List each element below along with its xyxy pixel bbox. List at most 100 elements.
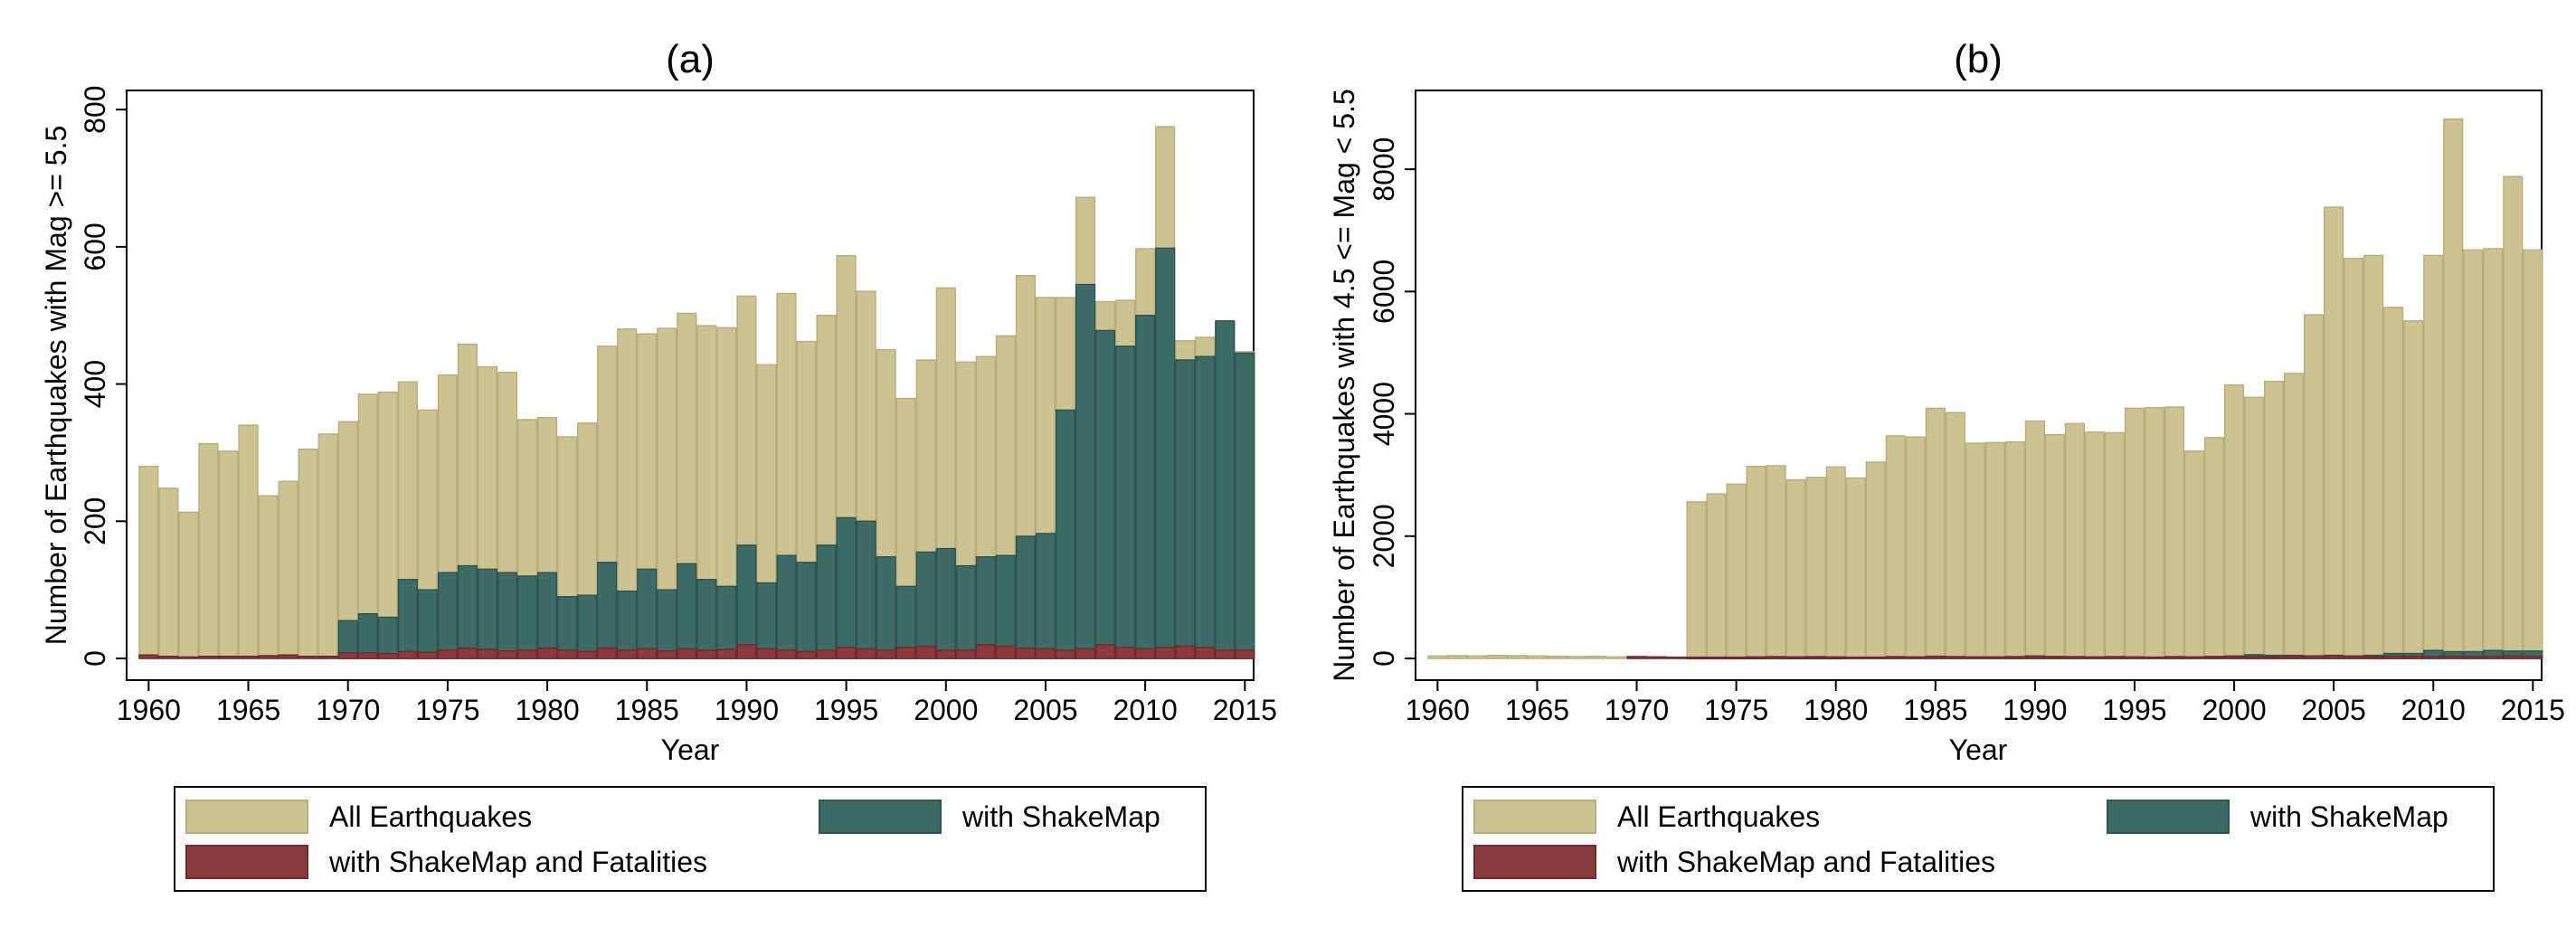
bar-shakemap-1997 <box>876 555 896 659</box>
bar-shakemap-2011 <box>1155 247 1176 659</box>
bar-all-1966 <box>258 495 279 659</box>
bar-all-1984 <box>1905 436 1926 659</box>
x-tick-label: 1970 <box>1605 694 1669 726</box>
bar-shakemap-1985 <box>637 568 658 659</box>
legend-label-fatalities: with ShakeMap and Fatalities <box>328 846 707 878</box>
bar-all-1989 <box>2004 440 2025 659</box>
y-tick-label: 800 <box>79 85 111 133</box>
bar-all-1963 <box>1487 654 1508 659</box>
bar-shakemap-2014 <box>1215 320 1236 659</box>
bar-shakemap-1971 <box>357 612 378 659</box>
bar-fatalities-1992 <box>776 649 797 659</box>
bar-fatalities-2007 <box>2363 656 2384 659</box>
bar-all-1966 <box>1547 655 1567 659</box>
x-tick-label: 1960 <box>117 694 181 726</box>
x-tick-label: 1965 <box>216 694 280 726</box>
bar-fatalities-1992 <box>2064 656 2086 659</box>
x-tick-label: 2000 <box>914 694 978 726</box>
bar-shakemap-1979 <box>516 575 538 659</box>
bar-all-2003 <box>2284 373 2305 659</box>
legend-label-fatalities: with ShakeMap and Fatalities <box>1616 846 1995 878</box>
bar-all-1998 <box>2183 450 2205 659</box>
x-tick-label: 1995 <box>2102 694 2166 726</box>
bar-fatalities-1978 <box>497 649 518 659</box>
bar-all-1967 <box>278 480 298 659</box>
bar-fatalities-1989 <box>2004 656 2025 659</box>
x-tick-label: 2015 <box>1213 694 1277 726</box>
bar-shakemap-1980 <box>536 572 558 659</box>
bar-all-2005 <box>2324 206 2344 659</box>
bar-fatalities-1970 <box>1626 656 1647 659</box>
bar-all-1969 <box>317 433 338 659</box>
bar-fatalities-2010 <box>2423 656 2444 659</box>
bar-fatalities-1967 <box>278 654 298 659</box>
bar-all-1990 <box>2024 420 2045 659</box>
bar-fatalities-2008 <box>2383 655 2404 659</box>
y-tick-label: 4000 <box>1368 382 1400 446</box>
bar-all-2004 <box>2304 314 2325 659</box>
bar-shakemap-1993 <box>796 562 817 659</box>
bar-fatalities-1991 <box>2044 656 2066 659</box>
bar-shakemap-1991 <box>756 582 777 659</box>
bar-all-1961 <box>1447 655 1468 659</box>
chart-title: (b) <box>1954 37 2003 81</box>
x-axis-ticks: 1960 1965 1970 1975 1980 1985 1990 1995 2000 2005… <box>117 680 1277 726</box>
legend-swatch-fatalities <box>1473 845 1596 879</box>
legend-label-all: All Earthquakes <box>1617 800 1820 833</box>
bars-group <box>138 126 1255 659</box>
bar-shakemap-2012 <box>1175 359 1196 659</box>
bar-fatalities-1995 <box>2124 656 2145 659</box>
y-tick-label: 2000 <box>1368 504 1400 568</box>
bar-all-1982 <box>1865 461 1886 659</box>
bar-fatalities-1985 <box>637 648 658 659</box>
bar-fatalities-2004 <box>1015 647 1037 659</box>
bar-shakemap-2004 <box>1015 535 1037 659</box>
y-tick-label: 6000 <box>1368 260 1400 324</box>
bar-all-1962 <box>1467 655 1488 659</box>
bar-shakemap-1999 <box>915 551 936 659</box>
bar-fatalities-2001 <box>2243 656 2265 659</box>
bar-fatalities-1994 <box>816 649 837 659</box>
y-axis-label: Number of Earthquakes with Mag >= 5.5 <box>40 126 72 646</box>
bar-all-1960 <box>138 465 159 659</box>
bar-all-1968 <box>298 448 318 659</box>
bar-fatalities-1997 <box>2164 656 2185 659</box>
bar-fatalities-2011 <box>1155 647 1176 659</box>
bar-shakemap-1982 <box>577 594 598 659</box>
bar-all-1969 <box>1606 656 1627 659</box>
bar-all-1991 <box>2044 433 2066 659</box>
bar-fatalities-2003 <box>2284 655 2305 659</box>
x-tick-label: 1965 <box>1505 694 1569 726</box>
bars-group <box>1427 118 2543 660</box>
bar-fatalities-1976 <box>1746 656 1766 659</box>
bar-fatalities-2014 <box>2503 655 2524 659</box>
bar-fatalities-1965 <box>238 655 259 659</box>
bar-fatalities-1972 <box>377 652 398 659</box>
bar-fatalities-2010 <box>1135 648 1156 659</box>
x-tick-label: 1985 <box>1903 694 1967 726</box>
bar-all-1974 <box>1706 493 1727 659</box>
bar-all-1992 <box>2064 422 2086 659</box>
legend-swatch-shakemap <box>819 800 942 834</box>
bar-all-1996 <box>2144 407 2165 659</box>
x-axis-label: Year <box>661 734 720 766</box>
bar-fatalities-1994 <box>2104 656 2126 659</box>
bar-all-1962 <box>178 511 199 659</box>
bar-shakemap-1978 <box>497 572 518 659</box>
y-axis-ticks: 0 2000 4000 6000 8000 <box>1368 137 1416 667</box>
bar-fatalities-1987 <box>1965 656 1985 659</box>
bar-all-2000 <box>2223 384 2245 659</box>
bar-fatalities-1963 <box>198 655 219 659</box>
bar-fatalities-1962 <box>178 656 199 659</box>
legend-label-all: All Earthquakes <box>329 800 532 833</box>
bar-shakemap-1989 <box>716 585 737 659</box>
bar-all-1978 <box>1785 478 1806 659</box>
bar-fatalities-2002 <box>2264 656 2285 659</box>
bar-shakemap-2007 <box>1075 283 1096 659</box>
x-tick-label: 1995 <box>814 694 878 726</box>
bar-fatalities-1995 <box>836 647 857 659</box>
bar-shakemap-1981 <box>557 595 578 659</box>
x-tick-label: 2010 <box>2401 694 2466 726</box>
bar-all-2008 <box>2383 307 2404 659</box>
bar-all-1963 <box>198 442 219 659</box>
